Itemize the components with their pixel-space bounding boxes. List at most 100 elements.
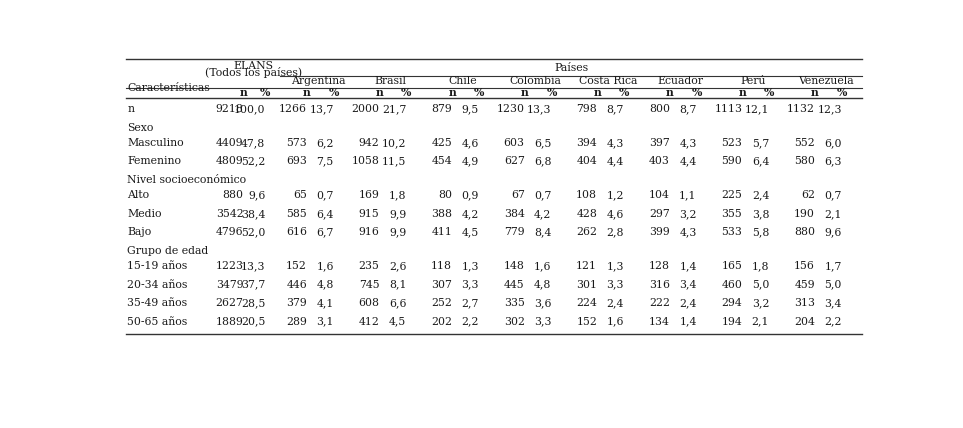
Text: 118: 118: [431, 261, 452, 271]
Text: 397: 397: [649, 138, 670, 148]
Text: 5,8: 5,8: [752, 227, 769, 237]
Text: n: n: [127, 104, 135, 114]
Text: 459: 459: [794, 279, 815, 290]
Text: %: %: [260, 87, 271, 98]
Text: 399: 399: [649, 227, 670, 237]
Text: 47,8: 47,8: [241, 138, 265, 148]
Text: 779: 779: [504, 227, 525, 237]
Text: 879: 879: [431, 104, 452, 114]
Text: 12,1: 12,1: [744, 104, 769, 114]
Text: 235: 235: [358, 261, 379, 271]
Text: 65: 65: [293, 190, 307, 200]
Text: %: %: [691, 87, 702, 98]
Text: 52,0: 52,0: [241, 227, 265, 237]
Text: 1,2: 1,2: [607, 190, 624, 200]
Text: 1,8: 1,8: [389, 190, 406, 200]
Text: 37,7: 37,7: [241, 279, 265, 290]
Text: 585: 585: [286, 209, 307, 219]
Text: 1,4: 1,4: [679, 317, 696, 327]
Text: 1,1: 1,1: [679, 190, 696, 200]
Text: 252: 252: [431, 298, 452, 308]
Text: 608: 608: [358, 298, 379, 308]
Text: 552: 552: [794, 138, 815, 148]
Text: Venezuela: Venezuela: [798, 76, 853, 86]
Text: 3,8: 3,8: [752, 209, 769, 219]
Text: Argentina: Argentina: [291, 76, 345, 86]
Text: 3479: 3479: [216, 279, 244, 290]
Text: Perú: Perú: [741, 76, 766, 86]
Text: 1,6: 1,6: [607, 317, 624, 327]
Text: n: n: [376, 87, 383, 98]
Text: 6,4: 6,4: [317, 209, 334, 219]
Text: 1,3: 1,3: [607, 261, 624, 271]
Text: n: n: [665, 87, 674, 98]
Text: 204: 204: [794, 317, 815, 327]
Text: 1,6: 1,6: [316, 261, 334, 271]
Text: 4,8: 4,8: [317, 279, 334, 290]
Text: 4,9: 4,9: [461, 157, 479, 166]
Text: 6,2: 6,2: [316, 138, 334, 148]
Text: 1,8: 1,8: [752, 261, 769, 271]
Text: 1113: 1113: [715, 104, 742, 114]
Text: 2,8: 2,8: [607, 227, 624, 237]
Text: 225: 225: [721, 190, 742, 200]
Text: 6,0: 6,0: [824, 138, 842, 148]
Text: 2,4: 2,4: [752, 190, 769, 200]
Text: %: %: [402, 87, 411, 98]
Text: 4,2: 4,2: [534, 209, 552, 219]
Text: Características: Características: [127, 83, 210, 93]
Text: 384: 384: [504, 209, 525, 219]
Text: n: n: [240, 87, 247, 98]
Text: 156: 156: [794, 261, 815, 271]
Text: 13,7: 13,7: [309, 104, 334, 114]
Text: 412: 412: [358, 317, 379, 327]
Text: 6,5: 6,5: [534, 138, 552, 148]
Text: 4,6: 4,6: [461, 138, 479, 148]
Text: 1132: 1132: [787, 104, 815, 114]
Text: 9218: 9218: [216, 104, 244, 114]
Text: n: n: [303, 87, 311, 98]
Text: Alto: Alto: [127, 190, 149, 200]
Text: 2,1: 2,1: [824, 209, 842, 219]
Text: 445: 445: [504, 279, 525, 290]
Text: 590: 590: [721, 157, 742, 166]
Text: 1266: 1266: [279, 104, 307, 114]
Text: 942: 942: [359, 138, 379, 148]
Text: 1,3: 1,3: [461, 261, 479, 271]
Text: 0,9: 0,9: [461, 190, 479, 200]
Text: 80: 80: [438, 190, 452, 200]
Text: 224: 224: [576, 298, 597, 308]
Text: 152: 152: [576, 317, 597, 327]
Text: 222: 222: [649, 298, 670, 308]
Text: 316: 316: [649, 279, 670, 290]
Text: 128: 128: [649, 261, 670, 271]
Text: 38,4: 38,4: [241, 209, 265, 219]
Text: 5,0: 5,0: [824, 279, 842, 290]
Text: 2,2: 2,2: [461, 317, 479, 327]
Text: Chile: Chile: [449, 76, 478, 86]
Text: 50-65 años: 50-65 años: [127, 317, 188, 327]
Text: 9,6: 9,6: [247, 190, 265, 200]
Text: 262: 262: [576, 227, 597, 237]
Text: 190: 190: [794, 209, 815, 219]
Text: 4,8: 4,8: [534, 279, 552, 290]
Text: 2,6: 2,6: [389, 261, 406, 271]
Text: 5,7: 5,7: [752, 138, 769, 148]
Text: 425: 425: [431, 138, 452, 148]
Text: %: %: [619, 87, 629, 98]
Text: %: %: [474, 87, 484, 98]
Text: 403: 403: [649, 157, 670, 166]
Text: 1,6: 1,6: [534, 261, 552, 271]
Text: 2,2: 2,2: [824, 317, 842, 327]
Text: 4,4: 4,4: [679, 157, 696, 166]
Text: 202: 202: [431, 317, 452, 327]
Text: 460: 460: [721, 279, 742, 290]
Text: 9,6: 9,6: [824, 227, 842, 237]
Text: 9,9: 9,9: [389, 227, 406, 237]
Text: 454: 454: [431, 157, 452, 166]
Text: 1,4: 1,4: [679, 261, 696, 271]
Text: 4,3: 4,3: [679, 138, 696, 148]
Text: 6,3: 6,3: [824, 157, 842, 166]
Text: 8,4: 8,4: [534, 227, 552, 237]
Text: 100,0: 100,0: [234, 104, 265, 114]
